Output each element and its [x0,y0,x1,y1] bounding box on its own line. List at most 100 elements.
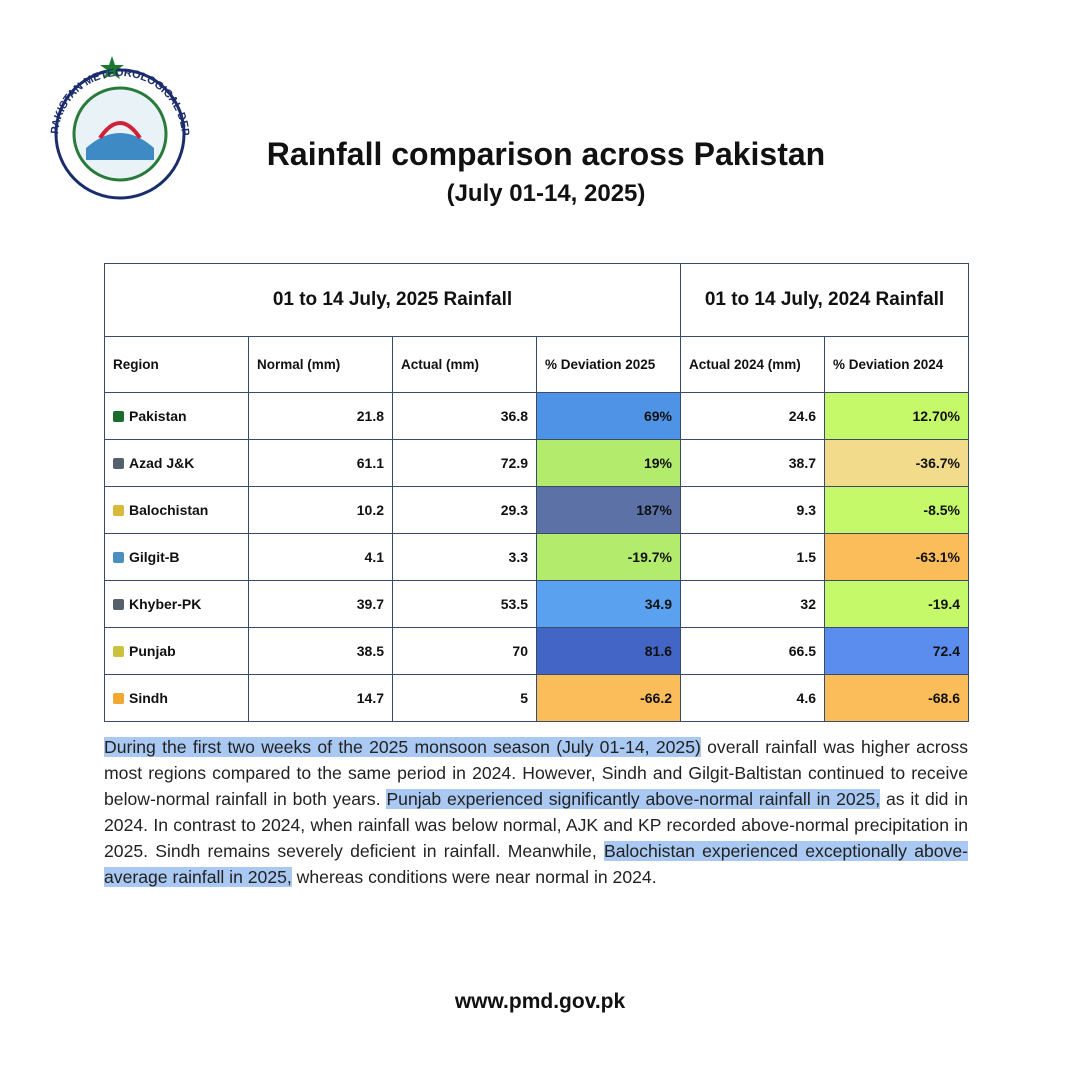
cell-text: Punjab [129,643,176,659]
table-row: Balochistan 10.2 29.3 187% 9.3 -8.5% [104,486,969,534]
cell-text: Sindh [129,690,168,706]
region-cell: Sindh [104,674,249,722]
region-cell: Gilgit-B [104,533,249,581]
column-header: % Deviation 2024 [824,336,969,393]
cell-text: 38.7 [788,455,816,471]
cell-text: -36.7% [915,455,960,471]
group-row: 01 to 14 July, 2025 Rainfall 01 to 14 Ju… [104,263,969,337]
region-icon [113,505,124,516]
cell-text: 14.7 [356,690,384,706]
cell-text: 4.1 [364,549,384,565]
value-cell: 21.8 [248,392,393,440]
highlighted-text: During the first two weeks of the 2025 m… [104,737,701,757]
cell-text: 24.6 [788,408,816,424]
cell-text: 10.2 [356,502,384,518]
table-row: Sindh 14.7 5 -66.2 4.6 -68.6 [104,674,969,722]
value-cell: 9.3 [680,486,825,534]
region-icon [113,599,124,610]
cell-text: 1.5 [796,549,816,565]
region-icon [113,552,124,563]
table-row: Punjab 38.5 70 81.6 66.5 72.4 [104,627,969,675]
value-cell: -36.7% [824,439,969,487]
table-row: Pakistan 21.8 36.8 69% 24.6 12.70% [104,392,969,440]
value-cell: -66.2 [536,674,681,722]
cell-text: 66.5 [788,643,816,659]
cell-text: -66.2 [640,690,672,706]
value-cell: -19.7% [536,533,681,581]
value-cell: 187% [536,486,681,534]
value-cell: 24.6 [680,392,825,440]
value-cell: 38.5 [248,627,393,675]
region-cell: Khyber-PK [104,580,249,628]
table-row: Gilgit-B 4.1 3.3 -19.7% 1.5 -63.1% [104,533,969,581]
value-cell: 53.5 [392,580,537,628]
cell-text: Balochistan [129,502,209,518]
cell-text: 81.6 [644,643,672,659]
summary-paragraph: During the first two weeks of the 2025 m… [104,734,968,890]
value-cell: 34.9 [536,580,681,628]
value-cell: -63.1% [824,533,969,581]
cell-text: 187% [636,502,672,518]
value-cell: 38.7 [680,439,825,487]
cell-text: -19.7% [627,549,672,565]
value-cell: 1.5 [680,533,825,581]
cell-text: 34.9 [644,596,672,612]
cell-text: 5 [520,690,528,706]
table-row: Azad J&K 61.1 72.9 19% 38.7 -36.7% [104,439,969,487]
value-cell: 66.5 [680,627,825,675]
rainfall-table: 01 to 14 July, 2025 Rainfall 01 to 14 Ju… [104,263,969,722]
region-cell: Punjab [104,627,249,675]
region-cell: Pakistan [104,392,249,440]
value-cell: 4.1 [248,533,393,581]
logo-water [86,133,154,160]
value-cell: 12.70% [824,392,969,440]
value-cell: 3.3 [392,533,537,581]
value-cell: 61.1 [248,439,393,487]
cell-text: Khyber-PK [129,596,202,612]
cell-text: 61.1 [356,455,384,471]
table-row: Khyber-PK 39.7 53.5 34.9 32 -19.4 [104,580,969,628]
region-cell: Balochistan [104,486,249,534]
value-cell: -8.5% [824,486,969,534]
text: as it did in 2024. In contrast to 2024, … [104,789,968,861]
value-cell: 70 [392,627,537,675]
logo: PAKISTAN METEOROLOGICAL DEPARTMENT [40,48,191,200]
column-header: Normal (mm) [248,336,393,393]
cell-text: Gilgit-B [129,549,180,565]
subtitle: (July 01-14, 2025) [446,180,646,207]
region-icon [113,411,124,422]
region-icon [113,693,124,704]
value-cell: 69% [536,392,681,440]
text: whereas conditions were near normal in 2… [291,867,657,887]
column-header: Region [104,336,249,393]
region-icon [113,458,124,469]
cell-text: 12.70% [912,408,960,424]
cell-text: 29.3 [500,502,528,518]
cell-text: -8.5% [923,502,960,518]
group-header: 01 to 14 July, 2025 Rainfall [104,263,681,337]
cell-text: 19% [643,455,672,471]
cell-text: 9.3 [796,502,816,518]
cell-text: 4.6 [796,690,816,706]
column-header: Actual (mm) [392,336,537,393]
region-icon [113,646,124,657]
value-cell: 36.8 [392,392,537,440]
cell-text: -63.1% [915,549,960,565]
value-cell: 10.2 [248,486,393,534]
value-cell: 39.7 [248,580,393,628]
value-cell: 29.3 [392,486,537,534]
group-header: 01 to 14 July, 2024 Rainfall [680,263,969,337]
logo-star [100,56,124,79]
title: Rainfall comparison across Pakistan [266,136,826,172]
cell-text: 69% [643,408,672,424]
column-header: % Deviation 2025 [536,336,681,393]
value-cell: 5 [392,674,537,722]
value-cell: 4.6 [680,674,825,722]
cell-text: 32 [800,596,816,612]
cell-text: 38.5 [356,643,384,659]
cell-text: 70 [512,643,528,659]
value-cell: -19.4 [824,580,969,628]
cell-text: 36.8 [500,408,528,424]
cell-text: Azad J&K [129,455,195,471]
cell-text: 72.4 [932,643,960,659]
